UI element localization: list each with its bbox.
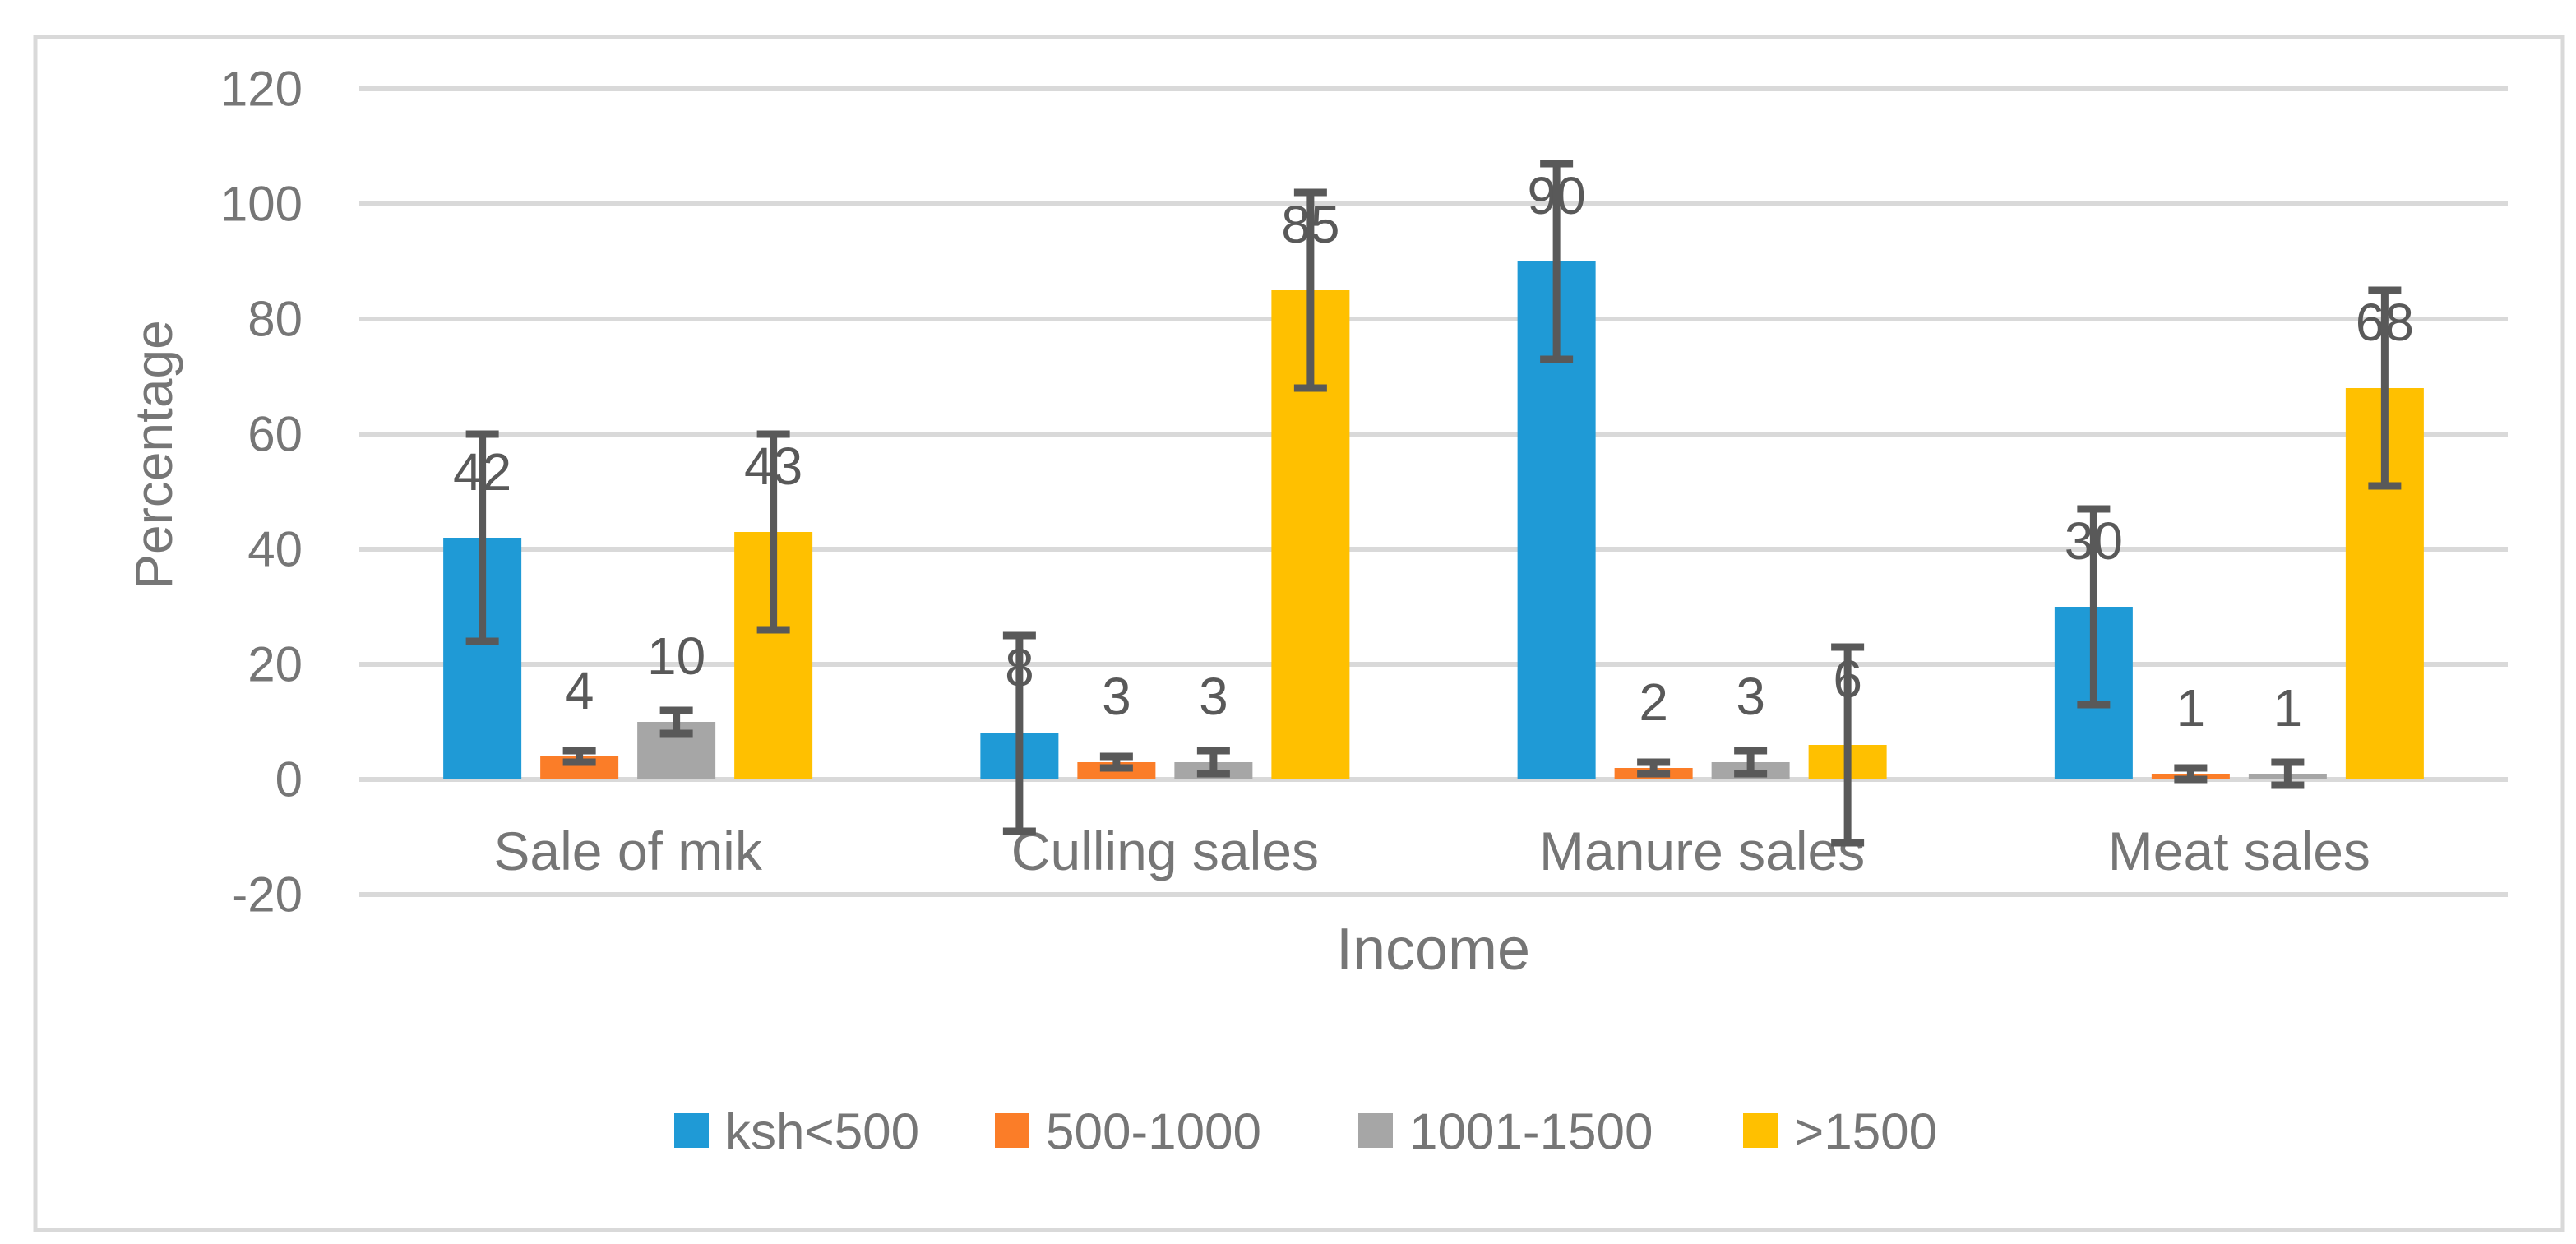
y-tick-label: 20 (247, 637, 303, 692)
y-tick-label: 80 (247, 292, 303, 347)
legend-label: >1500 (1794, 1104, 1937, 1161)
legend (674, 1113, 1778, 1148)
legend-swatch (995, 1113, 1029, 1148)
legend-item (995, 1113, 1029, 1148)
y-tick-label: -20 (231, 867, 303, 923)
data-label: 10 (647, 627, 705, 686)
y-tick-label: 0 (275, 752, 303, 807)
legend-item (1358, 1113, 1393, 1148)
data-label: 1 (2273, 678, 2303, 738)
y-axis-title: Percentage (124, 320, 183, 589)
data-label: 1 (2176, 678, 2206, 738)
y-tick-label: 40 (247, 522, 303, 577)
legend-label: 500-1000 (1046, 1104, 1261, 1161)
category-label: Culling sales (1011, 821, 1319, 881)
gridlines-group (359, 86, 2508, 897)
category-label: Meat sales (2108, 821, 2370, 881)
data-label: 3 (1199, 667, 1228, 726)
y-tick-label: 120 (220, 62, 303, 117)
legend-label: ksh<500 (725, 1104, 919, 1161)
data-label: 3 (1102, 667, 1131, 726)
legend-item (674, 1113, 709, 1148)
category-label: Manure sales (1539, 821, 1865, 881)
error-bars-group (465, 160, 2402, 847)
legend-swatch (674, 1113, 709, 1148)
data-label: 3 (1736, 667, 1765, 726)
legend-swatch (1743, 1113, 1778, 1148)
category-label: Sale of mik (493, 821, 762, 881)
legend-label: 1001-1500 (1409, 1104, 1653, 1161)
legend-item (1743, 1113, 1778, 1148)
chart-border (33, 35, 2565, 1232)
y-tick-label: 60 (247, 407, 303, 462)
data-label: 4 (565, 661, 594, 720)
data-label: 2 (1639, 673, 1668, 732)
y-tick-label: 100 (220, 177, 303, 232)
legend-swatch (1358, 1113, 1393, 1148)
x-axis-title: Income (1336, 917, 1530, 983)
